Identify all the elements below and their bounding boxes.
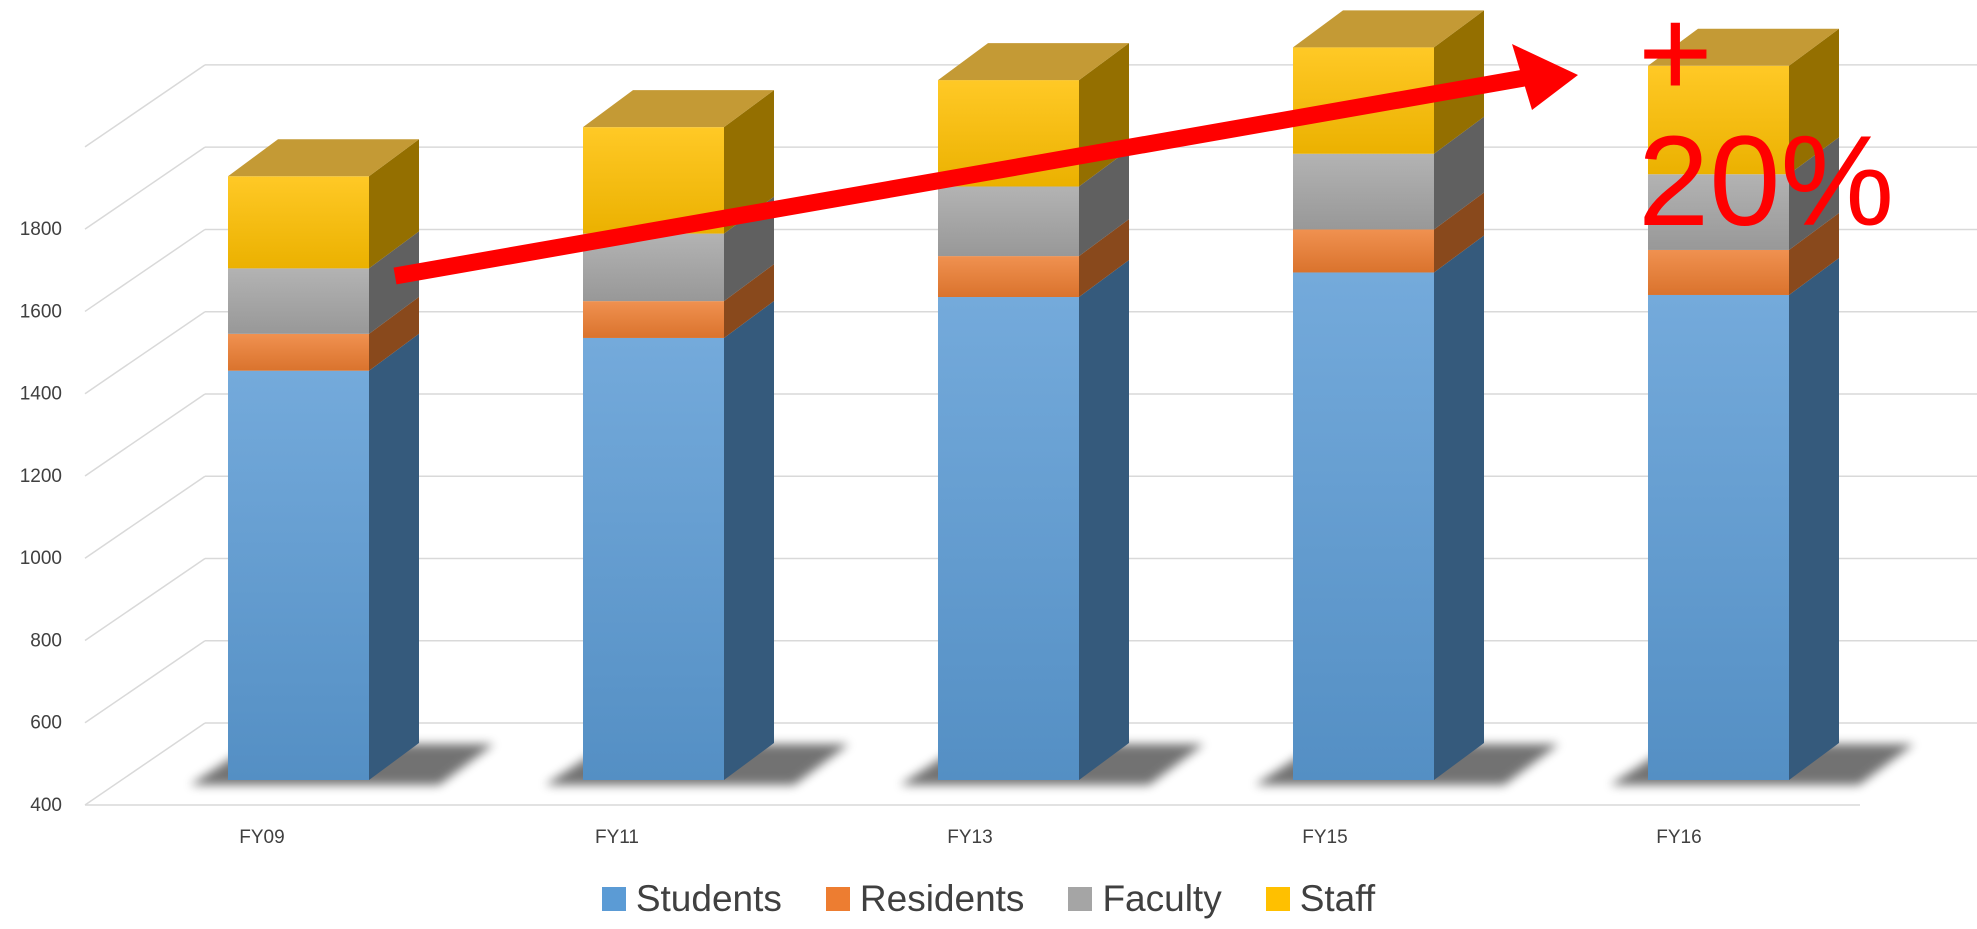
gridline-side bbox=[84, 311, 206, 395]
y-tick-label: 1400 bbox=[20, 384, 62, 405]
gridline-side bbox=[84, 228, 206, 313]
legend-swatch bbox=[601, 887, 626, 911]
chart-legend: Students Residents Faculty Staff bbox=[0, 878, 1977, 920]
x-tick-label: FY13 bbox=[947, 827, 992, 848]
bar-residents-fy09-side bbox=[369, 296, 419, 371]
gridline-side bbox=[84, 64, 206, 148]
bar-residents-fy13 bbox=[938, 256, 1079, 298]
bar-staff-fy16 bbox=[1648, 65, 1789, 175]
bar-faculty-fy15 bbox=[1293, 153, 1434, 230]
bar-students-fy13-side bbox=[1079, 260, 1129, 780]
bar-faculty-fy16-side bbox=[1789, 137, 1839, 250]
x-tick-label: FY16 bbox=[1656, 827, 1701, 848]
bar-students-fy16-side bbox=[1789, 257, 1839, 780]
growth-annotation: + 20% bbox=[1638, 0, 1895, 253]
bar-students-fy09 bbox=[228, 370, 369, 780]
y-tick-label: 1800 bbox=[20, 219, 62, 240]
bar-residents-fy15 bbox=[1293, 229, 1434, 273]
bar-faculty-fy11-side bbox=[724, 196, 774, 302]
gridline-side bbox=[84, 475, 206, 559]
gridline-side bbox=[84, 146, 206, 230]
bar-students-fy15 bbox=[1293, 272, 1434, 780]
legend-label: Residents bbox=[859, 878, 1025, 919]
x-axis-labels: FY09 FY11 FY13 FY15 FY16 bbox=[239, 827, 1701, 848]
bar-students-fy09-side bbox=[369, 333, 419, 780]
y-tick-label: 600 bbox=[30, 713, 62, 734]
y-tick-label: 1000 bbox=[20, 548, 62, 569]
bar-residents-fy13-side bbox=[1079, 219, 1129, 298]
x-tick-label: FY09 bbox=[239, 827, 284, 848]
bar-residents-fy16-side bbox=[1789, 212, 1839, 295]
bar-students-fy11 bbox=[583, 337, 724, 780]
gridline-side bbox=[84, 640, 206, 724]
trend-arrow-shaft bbox=[393, 68, 1532, 285]
legend-swatch bbox=[825, 887, 850, 911]
bar-faculty-fy09-side bbox=[369, 231, 419, 334]
x-tick-label: FY11 bbox=[595, 827, 639, 848]
bar-residents-fy11 bbox=[583, 301, 724, 338]
bar-faculty-fy13-side bbox=[1079, 149, 1129, 257]
gridline-side bbox=[84, 557, 206, 642]
bar-staff-fy11-side bbox=[724, 90, 774, 234]
y-axis-ticks: 400 600 800 1000 1200 1400 1600 1800 bbox=[20, 219, 62, 816]
legend-item-students: Students bbox=[601, 878, 782, 920]
legend-item-faculty: Faculty bbox=[1068, 878, 1222, 920]
gridline-side bbox=[84, 722, 206, 806]
bar-faculty-fy16 bbox=[1648, 174, 1789, 250]
bar-faculty-fy09 bbox=[228, 268, 369, 334]
legend-swatch bbox=[1265, 887, 1290, 911]
bar-students-fy15-side bbox=[1434, 235, 1484, 780]
bar-residents-fy15-side bbox=[1434, 192, 1484, 273]
bar-group-fy13 bbox=[900, 43, 1204, 785]
legend-label: Staff bbox=[1299, 878, 1376, 919]
legend-swatch bbox=[1068, 887, 1093, 911]
trend-arrow-head bbox=[1512, 44, 1578, 110]
bar-top-fy09 bbox=[228, 139, 419, 177]
x-tick-label: FY15 bbox=[1302, 827, 1347, 848]
bar-faculty-fy15-side bbox=[1434, 116, 1484, 230]
y-tick-label: 1200 bbox=[20, 466, 62, 487]
y-tick-label: 800 bbox=[30, 630, 62, 651]
bar-top-fy13 bbox=[938, 43, 1129, 81]
bar-staff-fy09 bbox=[228, 176, 369, 269]
bar-top-fy11 bbox=[583, 90, 774, 128]
bar-students-fy11-side bbox=[724, 300, 774, 780]
legend-item-residents: Residents bbox=[825, 878, 1025, 920]
chart-bars bbox=[190, 10, 1914, 785]
bar-residents-fy11-side bbox=[724, 264, 774, 338]
legend-label: Faculty bbox=[1102, 878, 1222, 919]
gridline-side bbox=[84, 393, 206, 477]
bar-group-fy11 bbox=[545, 90, 849, 785]
y-tick-label: 400 bbox=[30, 795, 62, 816]
bar-staff-fy09-side bbox=[369, 139, 419, 269]
legend-item-staff: Staff bbox=[1265, 878, 1376, 920]
bar-students-fy13 bbox=[938, 297, 1079, 780]
bar-top-fy16 bbox=[1648, 28, 1839, 66]
bar-students-fy16 bbox=[1648, 294, 1789, 780]
bar-top-fy15 bbox=[1293, 10, 1484, 48]
bar-group-fy09 bbox=[190, 139, 494, 785]
bar-faculty-fy13 bbox=[938, 186, 1079, 257]
y-tick-label: 1600 bbox=[20, 301, 62, 322]
bar-group-fy16 bbox=[1610, 28, 1914, 785]
bar-residents-fy09 bbox=[228, 333, 369, 371]
bar-residents-fy16 bbox=[1648, 249, 1789, 295]
bar-group-fy15 bbox=[1255, 10, 1559, 785]
trend-arrow bbox=[393, 44, 1578, 285]
legend-label: Students bbox=[635, 878, 782, 919]
bar-staff-fy16-side bbox=[1789, 28, 1839, 175]
